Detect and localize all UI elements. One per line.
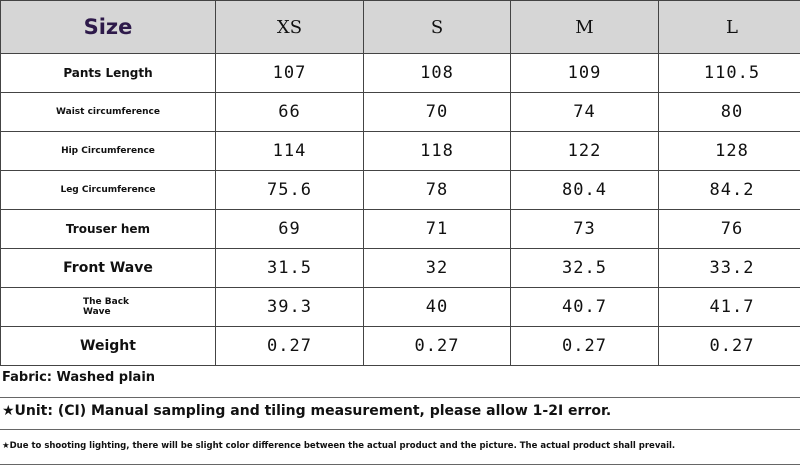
header-cell: XS xyxy=(215,0,364,54)
header-cell: S xyxy=(363,0,511,54)
value-cell: 66 xyxy=(215,92,364,132)
row-label-cell: Leg Circumference xyxy=(0,170,216,210)
value-cell: 33.2 xyxy=(658,248,800,288)
row-label: Front Wave xyxy=(63,260,153,276)
value-cell: 84.2 xyxy=(658,170,800,210)
value-cell: 109 xyxy=(510,53,659,93)
row-label: Weight xyxy=(80,338,136,354)
value-cell: 110.5 xyxy=(658,53,800,93)
value-cell: 114 xyxy=(215,131,364,171)
header-cell: Size xyxy=(0,0,216,54)
value-cell: 39.3 xyxy=(215,287,364,327)
divider xyxy=(0,429,800,430)
value-cell: 80 xyxy=(658,92,800,132)
row-label-cell: Waist circumference xyxy=(0,92,216,132)
value-cell: 40.7 xyxy=(510,287,659,327)
value-cell: 0.27 xyxy=(215,326,364,366)
row-label-cell: The Back Wave xyxy=(0,287,216,327)
value-cell: 69 xyxy=(215,209,364,249)
value-cell: 76 xyxy=(658,209,800,249)
value-cell: 0.27 xyxy=(510,326,659,366)
value-cell: 122 xyxy=(510,131,659,171)
row-label: Hip Circumference xyxy=(61,146,155,156)
value-cell: 74 xyxy=(510,92,659,132)
row-label-cell: Front Wave xyxy=(0,248,216,288)
header-cell: L xyxy=(658,0,800,54)
value-cell: 40 xyxy=(363,287,511,327)
value-cell: 128 xyxy=(658,131,800,171)
header-row: Size XS S M L xyxy=(0,0,800,54)
value-cell: 31.5 xyxy=(215,248,364,288)
table-row: Waist circumference 66 70 74 80 xyxy=(0,92,800,132)
value-cell: 73 xyxy=(510,209,659,249)
row-label: Leg Circumference xyxy=(60,185,156,195)
table-row: Pants Length 107 108 109 110.5 xyxy=(0,53,800,93)
row-label: Waist circumference xyxy=(56,107,160,117)
divider xyxy=(0,464,800,465)
row-label: Pants Length xyxy=(63,66,153,80)
divider xyxy=(0,397,800,398)
value-cell: 78 xyxy=(363,170,511,210)
color-note: ★Due to shooting lighting, there will be… xyxy=(2,441,676,451)
row-label-cell: Hip Circumference xyxy=(0,131,216,171)
value-cell: 41.7 xyxy=(658,287,800,327)
table-row: Weight 0.27 0.27 0.27 0.27 xyxy=(0,326,800,366)
value-cell: 71 xyxy=(363,209,511,249)
table-row: Hip Circumference 114 118 122 128 xyxy=(0,131,800,171)
row-label: Trouser hem xyxy=(65,222,151,236)
value-cell: 0.27 xyxy=(658,326,800,366)
value-cell: 32.5 xyxy=(510,248,659,288)
table-row: Leg Circumference 75.6 78 80.4 84.2 xyxy=(0,170,800,210)
size-table: Size XS S M L Pants Length 107 108 109 110.5 Waist… xyxy=(0,0,800,366)
fabric-note: Fabric: Washed plain xyxy=(2,370,156,385)
value-cell: 118 xyxy=(363,131,511,171)
value-cell: 32 xyxy=(363,248,511,288)
table-row: Trouser hem 69 71 73 76 xyxy=(0,209,800,249)
table-body: Size XS S M L Pants Length 107 108 109 110.5 Waist… xyxy=(0,0,800,366)
value-cell: 0.27 xyxy=(363,326,511,366)
value-cell: 108 xyxy=(363,53,511,93)
row-label: The Back Wave xyxy=(83,297,130,317)
row-label-cell: Trouser hem xyxy=(0,209,216,249)
value-cell: 107 xyxy=(215,53,364,93)
value-cell: 70 xyxy=(363,92,511,132)
table-row: The Back Wave 39.3 40 40.7 41.7 xyxy=(0,287,800,327)
value-cell: 75.6 xyxy=(215,170,364,210)
header-cell: M xyxy=(510,0,659,54)
table-row: Front Wave 31.5 32 32.5 33.2 xyxy=(0,248,800,288)
value-cell: 80.4 xyxy=(510,170,659,210)
unit-note: ★Unit: (CI) Manual sampling and tiling m… xyxy=(2,403,612,419)
row-label-cell: Weight xyxy=(0,326,216,366)
row-label-cell: Pants Length xyxy=(0,53,216,93)
